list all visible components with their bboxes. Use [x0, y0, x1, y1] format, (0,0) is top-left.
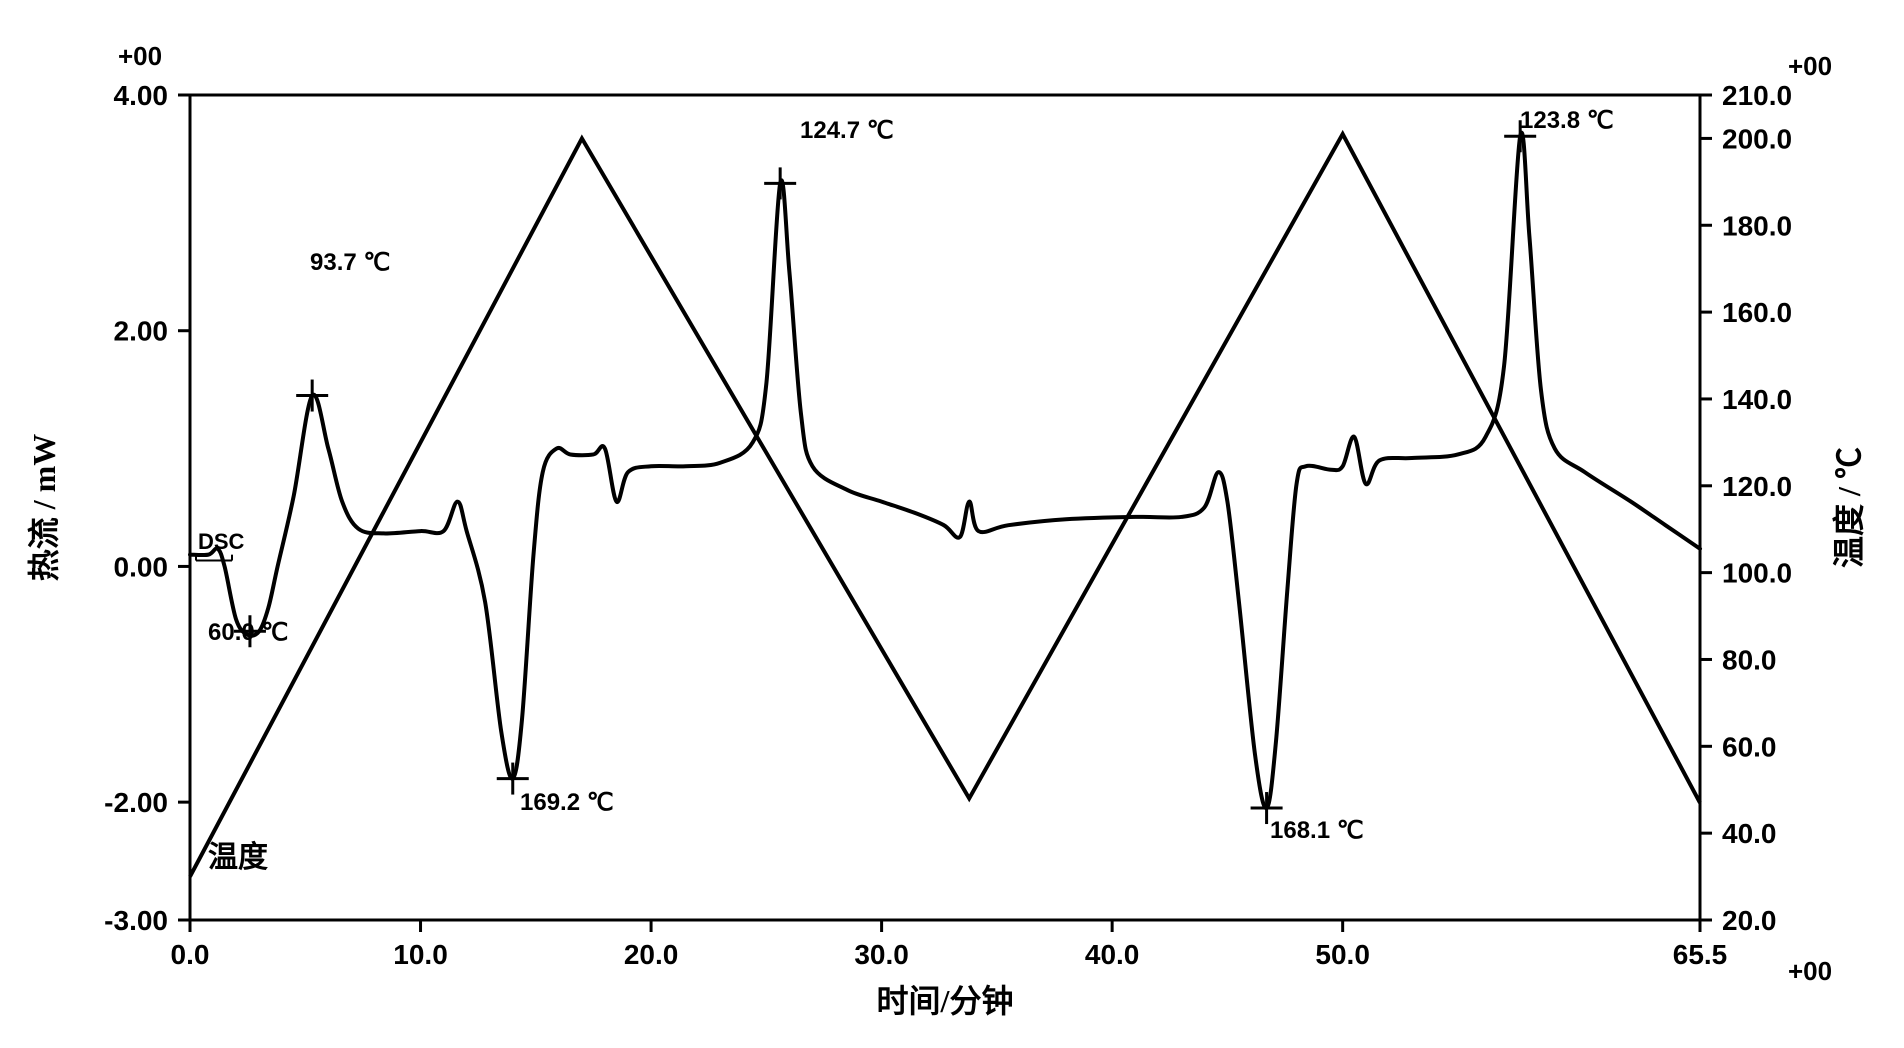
- svg-text:140.0: 140.0: [1722, 384, 1792, 415]
- svg-text:200.0: 200.0: [1722, 123, 1792, 154]
- svg-text:168.1 ℃: 168.1 ℃: [1270, 817, 1364, 844]
- svg-text:20.0: 20.0: [624, 939, 679, 970]
- svg-text:热流 / mW: 热流 / mW: [26, 434, 62, 582]
- svg-text:4.00: 4.00: [114, 80, 169, 111]
- svg-text:60.0: 60.0: [1722, 731, 1777, 762]
- svg-text:120.0: 120.0: [1722, 471, 1792, 502]
- svg-text:123.8 ℃: 123.8 ℃: [1520, 107, 1614, 134]
- svg-text:+00: +00: [1788, 956, 1832, 986]
- svg-text:+00: +00: [118, 41, 162, 71]
- dsc-chart: 0.0 10.0 20.0 30.0 40.0 50.0 65.5 时间/分钟 -3.00 -2.…: [0, 0, 1904, 1048]
- svg-text:温度 / ℃: 温度 / ℃: [1831, 447, 1867, 568]
- svg-text:100.0: 100.0: [1722, 558, 1792, 589]
- svg-text:20.0: 20.0: [1722, 905, 1777, 936]
- svg-text:169.2 ℃: 169.2 ℃: [520, 789, 614, 816]
- svg-text:80.0: 80.0: [1722, 644, 1777, 675]
- chart-svg: 0.0 10.0 20.0 30.0 40.0 50.0 65.5 时间/分钟 -3.00 -2.…: [0, 0, 1904, 1048]
- svg-text:65.5: 65.5: [1673, 939, 1728, 970]
- svg-text:40.0: 40.0: [1085, 939, 1140, 970]
- svg-text:-3.00: -3.00: [104, 905, 168, 936]
- svg-text:210.0: 210.0: [1722, 80, 1792, 111]
- svg-text:60.0 ℃: 60.0 ℃: [208, 619, 288, 646]
- svg-text:-2.00: -2.00: [104, 787, 168, 818]
- svg-text:DSC: DSC: [198, 529, 245, 554]
- svg-text:温度: 温度: [208, 841, 268, 874]
- svg-text:时间/分钟: 时间/分钟: [877, 983, 1014, 1019]
- svg-text:10.0: 10.0: [393, 939, 448, 970]
- svg-text:50.0: 50.0: [1315, 939, 1370, 970]
- svg-text:124.7 ℃: 124.7 ℃: [800, 117, 894, 144]
- svg-text:+00: +00: [1788, 51, 1832, 81]
- svg-text:40.0: 40.0: [1722, 818, 1777, 849]
- svg-text:180.0: 180.0: [1722, 210, 1792, 241]
- svg-text:2.00: 2.00: [114, 316, 169, 347]
- svg-text:93.7 ℃: 93.7 ℃: [310, 249, 390, 276]
- svg-text:0.0: 0.0: [171, 939, 210, 970]
- svg-text:0.00: 0.00: [114, 551, 169, 582]
- svg-text:30.0: 30.0: [854, 939, 909, 970]
- svg-text:160.0: 160.0: [1722, 297, 1792, 328]
